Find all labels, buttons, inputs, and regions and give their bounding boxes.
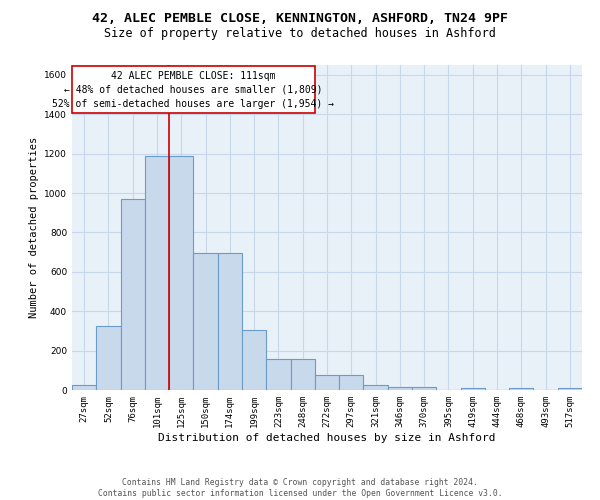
X-axis label: Distribution of detached houses by size in Ashford: Distribution of detached houses by size … (158, 432, 496, 442)
Bar (412, 387, 436, 390)
Bar (364, 385, 388, 390)
Bar (290, 360, 315, 390)
Bar (193, 253, 218, 390)
Bar (339, 375, 364, 390)
Bar (558, 388, 582, 390)
Bar (145, 156, 169, 390)
Bar (388, 387, 412, 390)
Bar (315, 375, 339, 390)
Text: Size of property relative to detached houses in Ashford: Size of property relative to detached ho… (104, 28, 496, 40)
Bar (96, 326, 121, 390)
Bar (169, 156, 193, 390)
Bar (461, 388, 485, 390)
Bar (509, 388, 533, 390)
Bar (72, 385, 96, 390)
Text: 42, ALEC PEMBLE CLOSE, KENNINGTON, ASHFORD, TN24 9PF: 42, ALEC PEMBLE CLOSE, KENNINGTON, ASHFO… (92, 12, 508, 26)
Bar (121, 199, 145, 390)
FancyBboxPatch shape (72, 66, 315, 114)
Bar (242, 330, 266, 390)
Text: 42 ALEC PEMBLE CLOSE: 111sqm
← 48% of detached houses are smaller (1,809)
52% of: 42 ALEC PEMBLE CLOSE: 111sqm ← 48% of de… (52, 70, 334, 108)
Y-axis label: Number of detached properties: Number of detached properties (29, 137, 38, 318)
Bar (266, 360, 290, 390)
Text: Contains HM Land Registry data © Crown copyright and database right 2024.
Contai: Contains HM Land Registry data © Crown c… (98, 478, 502, 498)
Bar (218, 253, 242, 390)
